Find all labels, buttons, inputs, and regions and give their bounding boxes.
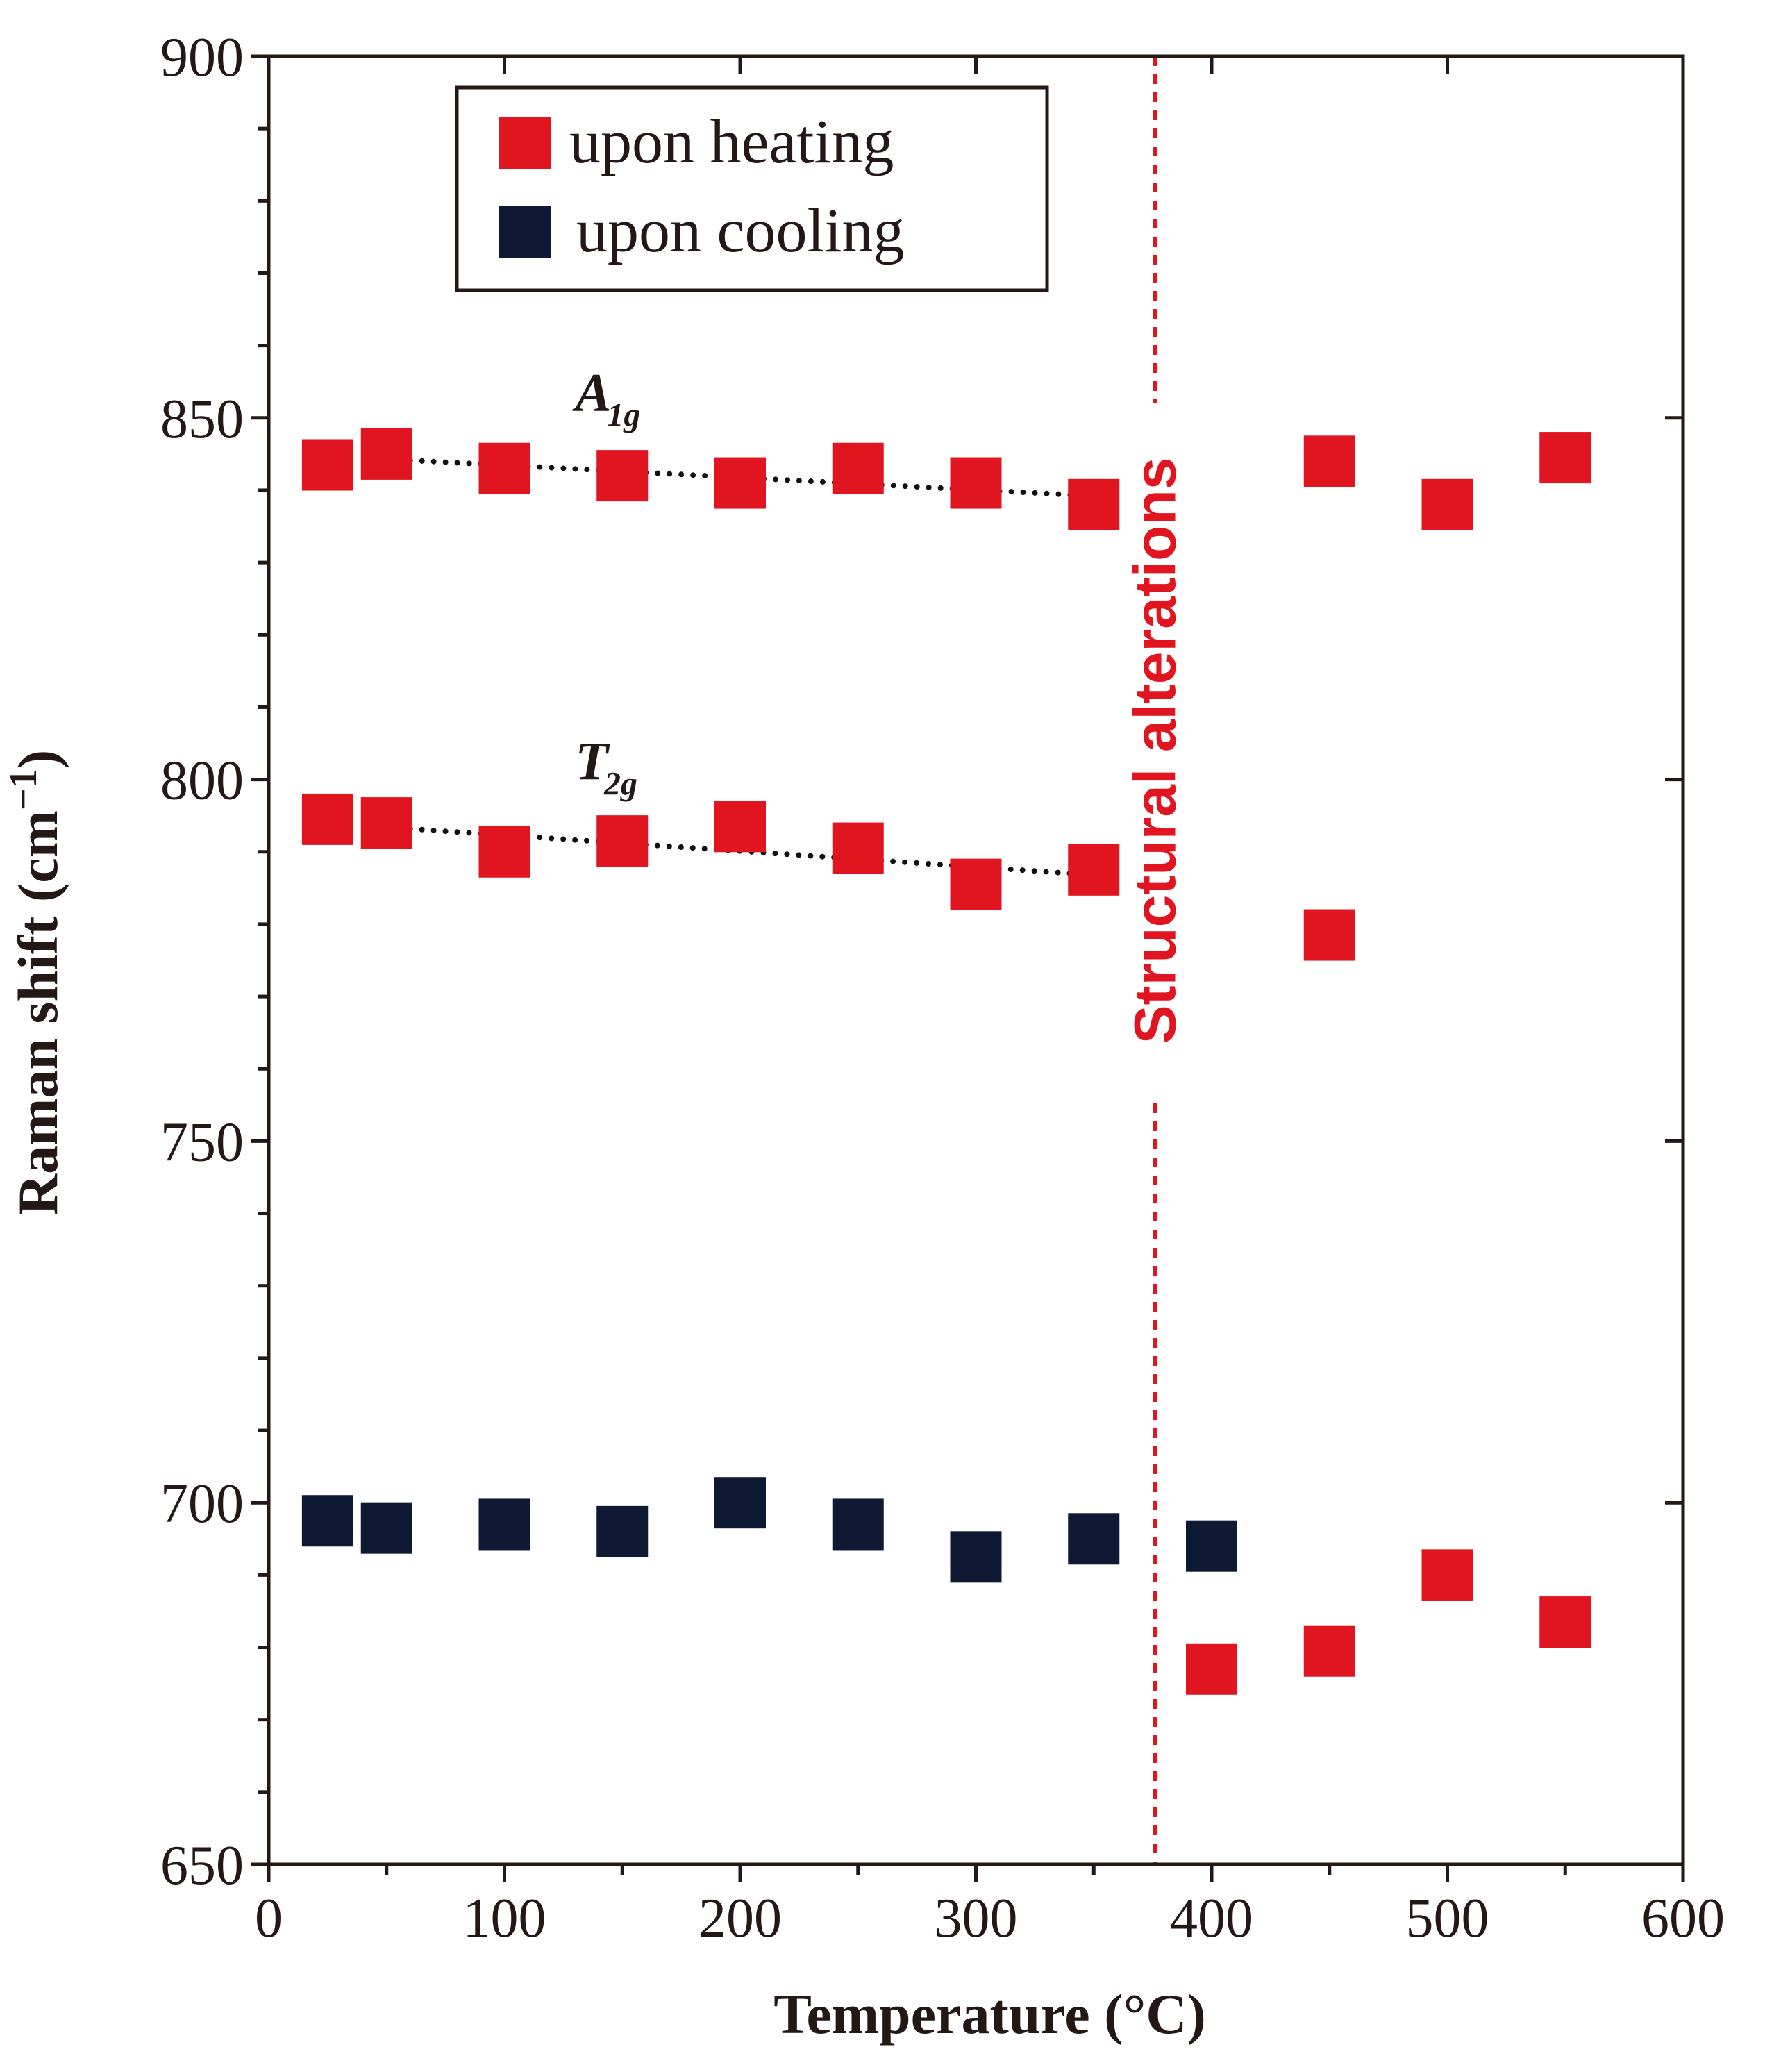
legend-label-1: upon cooling	[576, 197, 904, 265]
heating-point-450c	[1303, 435, 1355, 487]
y-axis-title-close: )	[6, 750, 69, 769]
cooling-point-150c	[596, 1505, 649, 1557]
heating-point-400c	[1186, 1643, 1237, 1695]
y-axis-title-superscript: −1	[2, 769, 45, 810]
x-tick-label: 200	[699, 1888, 782, 1949]
y-axis-title-main: Raman shift (cm	[6, 810, 69, 1215]
heating-point-300c	[950, 858, 1002, 910]
legend-box	[455, 85, 1049, 292]
heating-point-25c	[301, 793, 353, 845]
cooling-point-300c	[950, 1531, 1002, 1583]
y-tick-label: 900	[160, 27, 244, 88]
heating-point-100c	[478, 826, 530, 878]
legend-swatch-1	[499, 206, 551, 258]
y-tick-label: 700	[160, 1473, 244, 1535]
x-tick-label: 100	[463, 1888, 546, 1949]
x-tick-label: 300	[935, 1888, 1018, 1949]
heating-point-250c	[832, 442, 884, 494]
heating-point-25c	[301, 439, 353, 491]
axis-labels: Temperature (°C) Raman shift (cm−1)	[2, 750, 1206, 2046]
heating-point-450c	[1303, 1625, 1355, 1677]
annotation-background	[1121, 403, 1189, 1098]
y-tick-label: 750	[160, 1112, 244, 1173]
mode-label-subscript: 1g	[607, 396, 640, 433]
heating-point-200c	[714, 457, 766, 509]
mode-label-t: T2g	[575, 731, 637, 803]
heating-point-350c	[1068, 844, 1120, 896]
heating-point-500c	[1421, 478, 1473, 530]
x-axis-title: Temperature (°C)	[773, 1982, 1206, 2046]
x-tick-label: 400	[1170, 1888, 1253, 1949]
legend: upon heating upon cooling	[455, 85, 1049, 292]
cooling-point-25c	[301, 1495, 353, 1547]
heating-point-300c	[950, 457, 1002, 509]
structural-alterations-label: Structural alterations	[1123, 457, 1188, 1044]
cooling-point-400c	[1186, 1520, 1237, 1572]
y-axis-title: Raman shift (cm−1)	[2, 750, 69, 1215]
heating-point-450c	[1303, 909, 1355, 961]
heating-point-550c	[1539, 1596, 1591, 1648]
x-tick-label: 500	[1406, 1888, 1489, 1949]
heating-point-50c	[360, 797, 412, 849]
cooling-point-250c	[832, 1498, 884, 1551]
heating-point-150c	[596, 815, 649, 867]
heating-point-500c	[1421, 1549, 1473, 1601]
mode-label-subscript: 2g	[603, 766, 637, 803]
y-tick-label: 850	[160, 389, 244, 450]
heating-point-50c	[360, 428, 412, 480]
y-tick-label: 650	[160, 1835, 244, 1896]
heating-point-150c	[596, 450, 649, 502]
heating-point-350c	[1068, 478, 1120, 530]
heating-point-200c	[714, 801, 766, 853]
heating-point-100c	[478, 442, 530, 494]
heating-point-550c	[1539, 432, 1591, 484]
legend-label-0: upon heating	[569, 108, 894, 176]
legend-swatch-0	[499, 117, 551, 169]
cooling-point-100c	[478, 1498, 530, 1551]
cooling-point-50c	[360, 1502, 412, 1554]
cooling-point-350c	[1068, 1513, 1120, 1565]
x-tick-label: 600	[1641, 1888, 1725, 1949]
x-tick-label: 0	[255, 1888, 283, 1949]
heating-point-250c	[832, 822, 884, 874]
y-tick-label: 800	[160, 751, 244, 812]
cooling-point-200c	[714, 1477, 766, 1529]
axis-ticks: 0 100 200 300 400 500 600 650 700 750 800 850 900	[160, 27, 1725, 1949]
